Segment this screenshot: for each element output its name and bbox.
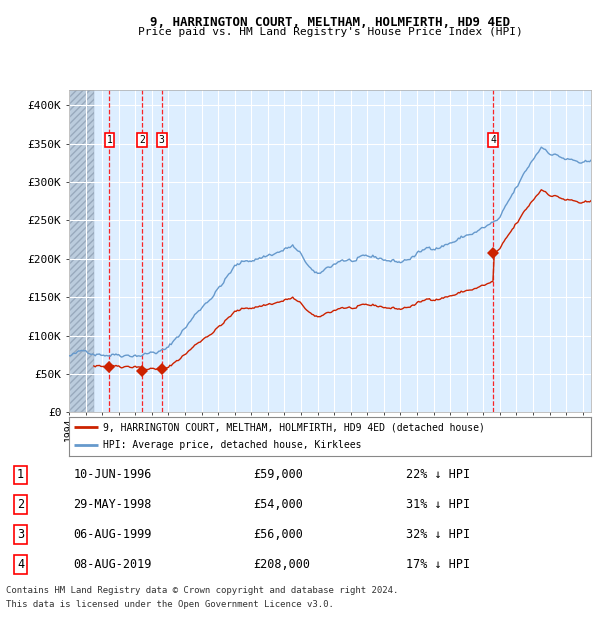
- Text: £56,000: £56,000: [253, 528, 303, 541]
- Text: Contains HM Land Registry data © Crown copyright and database right 2024.: Contains HM Land Registry data © Crown c…: [6, 586, 398, 595]
- Text: 1: 1: [106, 135, 112, 145]
- Text: 31% ↓ HPI: 31% ↓ HPI: [406, 498, 470, 511]
- Text: 9, HARRINGTON COURT, MELTHAM, HOLMFIRTH, HD9 4ED (detached house): 9, HARRINGTON COURT, MELTHAM, HOLMFIRTH,…: [103, 422, 485, 432]
- Text: 32% ↓ HPI: 32% ↓ HPI: [406, 528, 470, 541]
- Text: Price paid vs. HM Land Registry's House Price Index (HPI): Price paid vs. HM Land Registry's House …: [137, 27, 523, 37]
- Text: 1: 1: [17, 469, 24, 482]
- Text: £59,000: £59,000: [253, 469, 303, 482]
- Text: 2: 2: [139, 135, 145, 145]
- Text: 06-AUG-1999: 06-AUG-1999: [74, 528, 152, 541]
- Text: This data is licensed under the Open Government Licence v3.0.: This data is licensed under the Open Gov…: [6, 600, 334, 609]
- Text: 2: 2: [17, 498, 24, 511]
- Text: 22% ↓ HPI: 22% ↓ HPI: [406, 469, 470, 482]
- Text: £208,000: £208,000: [253, 558, 310, 571]
- Text: 9, HARRINGTON COURT, MELTHAM, HOLMFIRTH, HD9 4ED: 9, HARRINGTON COURT, MELTHAM, HOLMFIRTH,…: [150, 16, 510, 29]
- Text: 3: 3: [17, 528, 24, 541]
- Text: £54,000: £54,000: [253, 498, 303, 511]
- Text: 4: 4: [17, 558, 24, 571]
- Text: 29-MAY-1998: 29-MAY-1998: [74, 498, 152, 511]
- Text: HPI: Average price, detached house, Kirklees: HPI: Average price, detached house, Kirk…: [103, 440, 361, 450]
- Text: 3: 3: [158, 135, 164, 145]
- Text: 10-JUN-1996: 10-JUN-1996: [74, 469, 152, 482]
- Text: 08-AUG-2019: 08-AUG-2019: [74, 558, 152, 571]
- Text: 4: 4: [490, 135, 496, 145]
- Bar: [69, 90, 94, 412]
- Text: 17% ↓ HPI: 17% ↓ HPI: [406, 558, 470, 571]
